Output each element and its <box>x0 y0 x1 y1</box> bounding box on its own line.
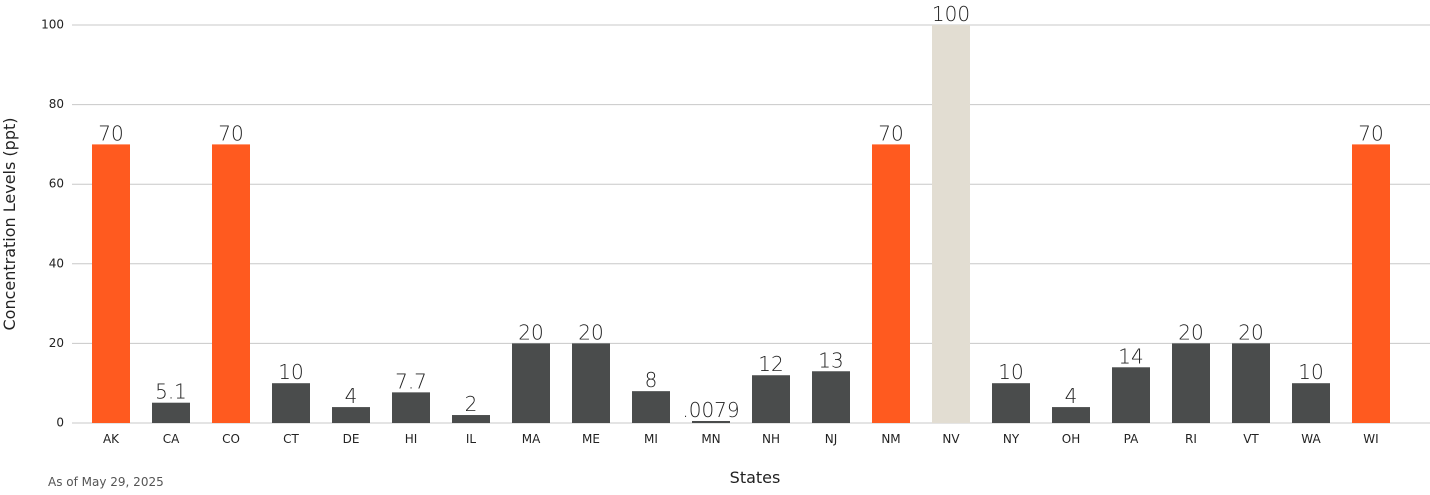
bar-nh <box>752 375 790 423</box>
data-label-nv: 100 <box>932 2 970 26</box>
bar-nm <box>872 144 910 423</box>
data-label-ak: 70 <box>98 121 123 145</box>
x-tick-label-ma: MA <box>522 432 541 446</box>
x-tick-label-ri: RI <box>1185 432 1197 446</box>
data-label-oh: 4 <box>1065 384 1078 408</box>
x-tick-label-nh: NH <box>762 432 780 446</box>
bar-ak <box>92 144 130 423</box>
bar-de <box>332 407 370 423</box>
bar-hi <box>392 392 430 423</box>
data-label-nm: 70 <box>878 121 903 145</box>
bars <box>92 25 1390 423</box>
data-label-ri: 20 <box>1178 320 1203 344</box>
y-tick-label: 100 <box>41 18 64 32</box>
x-tick-label-wa: WA <box>1301 432 1321 446</box>
x-tick-label-vt: VT <box>1243 432 1259 446</box>
data-label-ct: 10 <box>278 360 303 384</box>
bar-mn <box>692 421 730 423</box>
bar-pa <box>1112 367 1150 423</box>
bar-ri <box>1172 343 1210 423</box>
data-label-ca: 5.1 <box>155 380 187 404</box>
x-tick-label-ca: CA <box>163 432 180 446</box>
bar-vt <box>1232 343 1270 423</box>
data-labels: 70 5.1 70 10 4 7.7 2 20 20 8 .0079 12 13 70 100 10 4 14 20… <box>98 2 1383 422</box>
x-tick-label-mi: MI <box>644 432 658 446</box>
x-tick-label-co: CO <box>222 432 240 446</box>
y-tick-label: 80 <box>49 97 64 111</box>
y-tick-label: 60 <box>49 177 64 191</box>
bar-oh <box>1052 407 1090 423</box>
data-label-wi: 70 <box>1358 121 1383 145</box>
x-tick-label-ny: NY <box>1003 432 1020 446</box>
bar-nv <box>932 25 970 423</box>
data-label-mn: .0079 <box>682 398 739 422</box>
x-tick-label-nv: NV <box>942 432 960 446</box>
bar-mi <box>632 391 670 423</box>
data-label-ny: 10 <box>998 360 1023 384</box>
bar-wa <box>1292 383 1330 423</box>
data-label-me: 20 <box>578 320 603 344</box>
y-tick-label: 20 <box>49 336 64 350</box>
data-label-vt: 20 <box>1238 320 1263 344</box>
bar-ny <box>992 383 1030 423</box>
y-tick-label: 0 <box>56 416 64 430</box>
bar-ma <box>512 343 550 423</box>
x-axis-title: States <box>730 468 781 487</box>
data-label-pa: 14 <box>1118 344 1143 368</box>
x-tick-label-mn: MN <box>701 432 720 446</box>
x-tick-label-il: IL <box>466 432 477 446</box>
x-tick-label-wi: WI <box>1363 432 1378 446</box>
data-label-ma: 20 <box>518 320 543 344</box>
bar-nj <box>812 371 850 423</box>
x-tick-label-oh: OH <box>1062 432 1080 446</box>
bar-wi <box>1352 144 1390 423</box>
data-label-il: 2 <box>465 392 478 416</box>
x-tick-label-de: DE <box>343 432 360 446</box>
tick-labels: 0 20 40 60 80 100 AK CA CO CT DE HI IL MA ME MI MN NH NJ NM… <box>41 18 1379 447</box>
data-label-de: 4 <box>345 384 358 408</box>
bar-il <box>452 415 490 423</box>
x-tick-label-pa: PA <box>1124 432 1139 446</box>
data-label-mi: 8 <box>645 368 658 392</box>
data-label-hi: 7.7 <box>395 369 427 393</box>
bar-co <box>212 144 250 423</box>
data-label-nj: 13 <box>818 348 843 372</box>
bar-ca <box>152 402 190 423</box>
x-tick-label-ak: AK <box>103 432 120 446</box>
data-label-co: 70 <box>218 121 243 145</box>
x-tick-label-nm: NM <box>881 432 900 446</box>
y-axis-title: Concentration Levels (ppt) <box>0 118 19 331</box>
x-tick-label-me: ME <box>582 432 600 446</box>
as-of-note: As of May 29, 2025 <box>48 475 164 489</box>
x-tick-label-nj: NJ <box>825 432 838 446</box>
x-tick-label-ct: CT <box>283 432 299 446</box>
y-tick-label: 40 <box>49 256 64 270</box>
gridlines <box>72 24 1430 424</box>
data-label-wa: 10 <box>1298 360 1323 384</box>
data-label-nh: 12 <box>758 352 783 376</box>
bar-me <box>572 343 610 423</box>
x-tick-label-hi: HI <box>405 432 418 446</box>
bar-ct <box>272 383 310 423</box>
